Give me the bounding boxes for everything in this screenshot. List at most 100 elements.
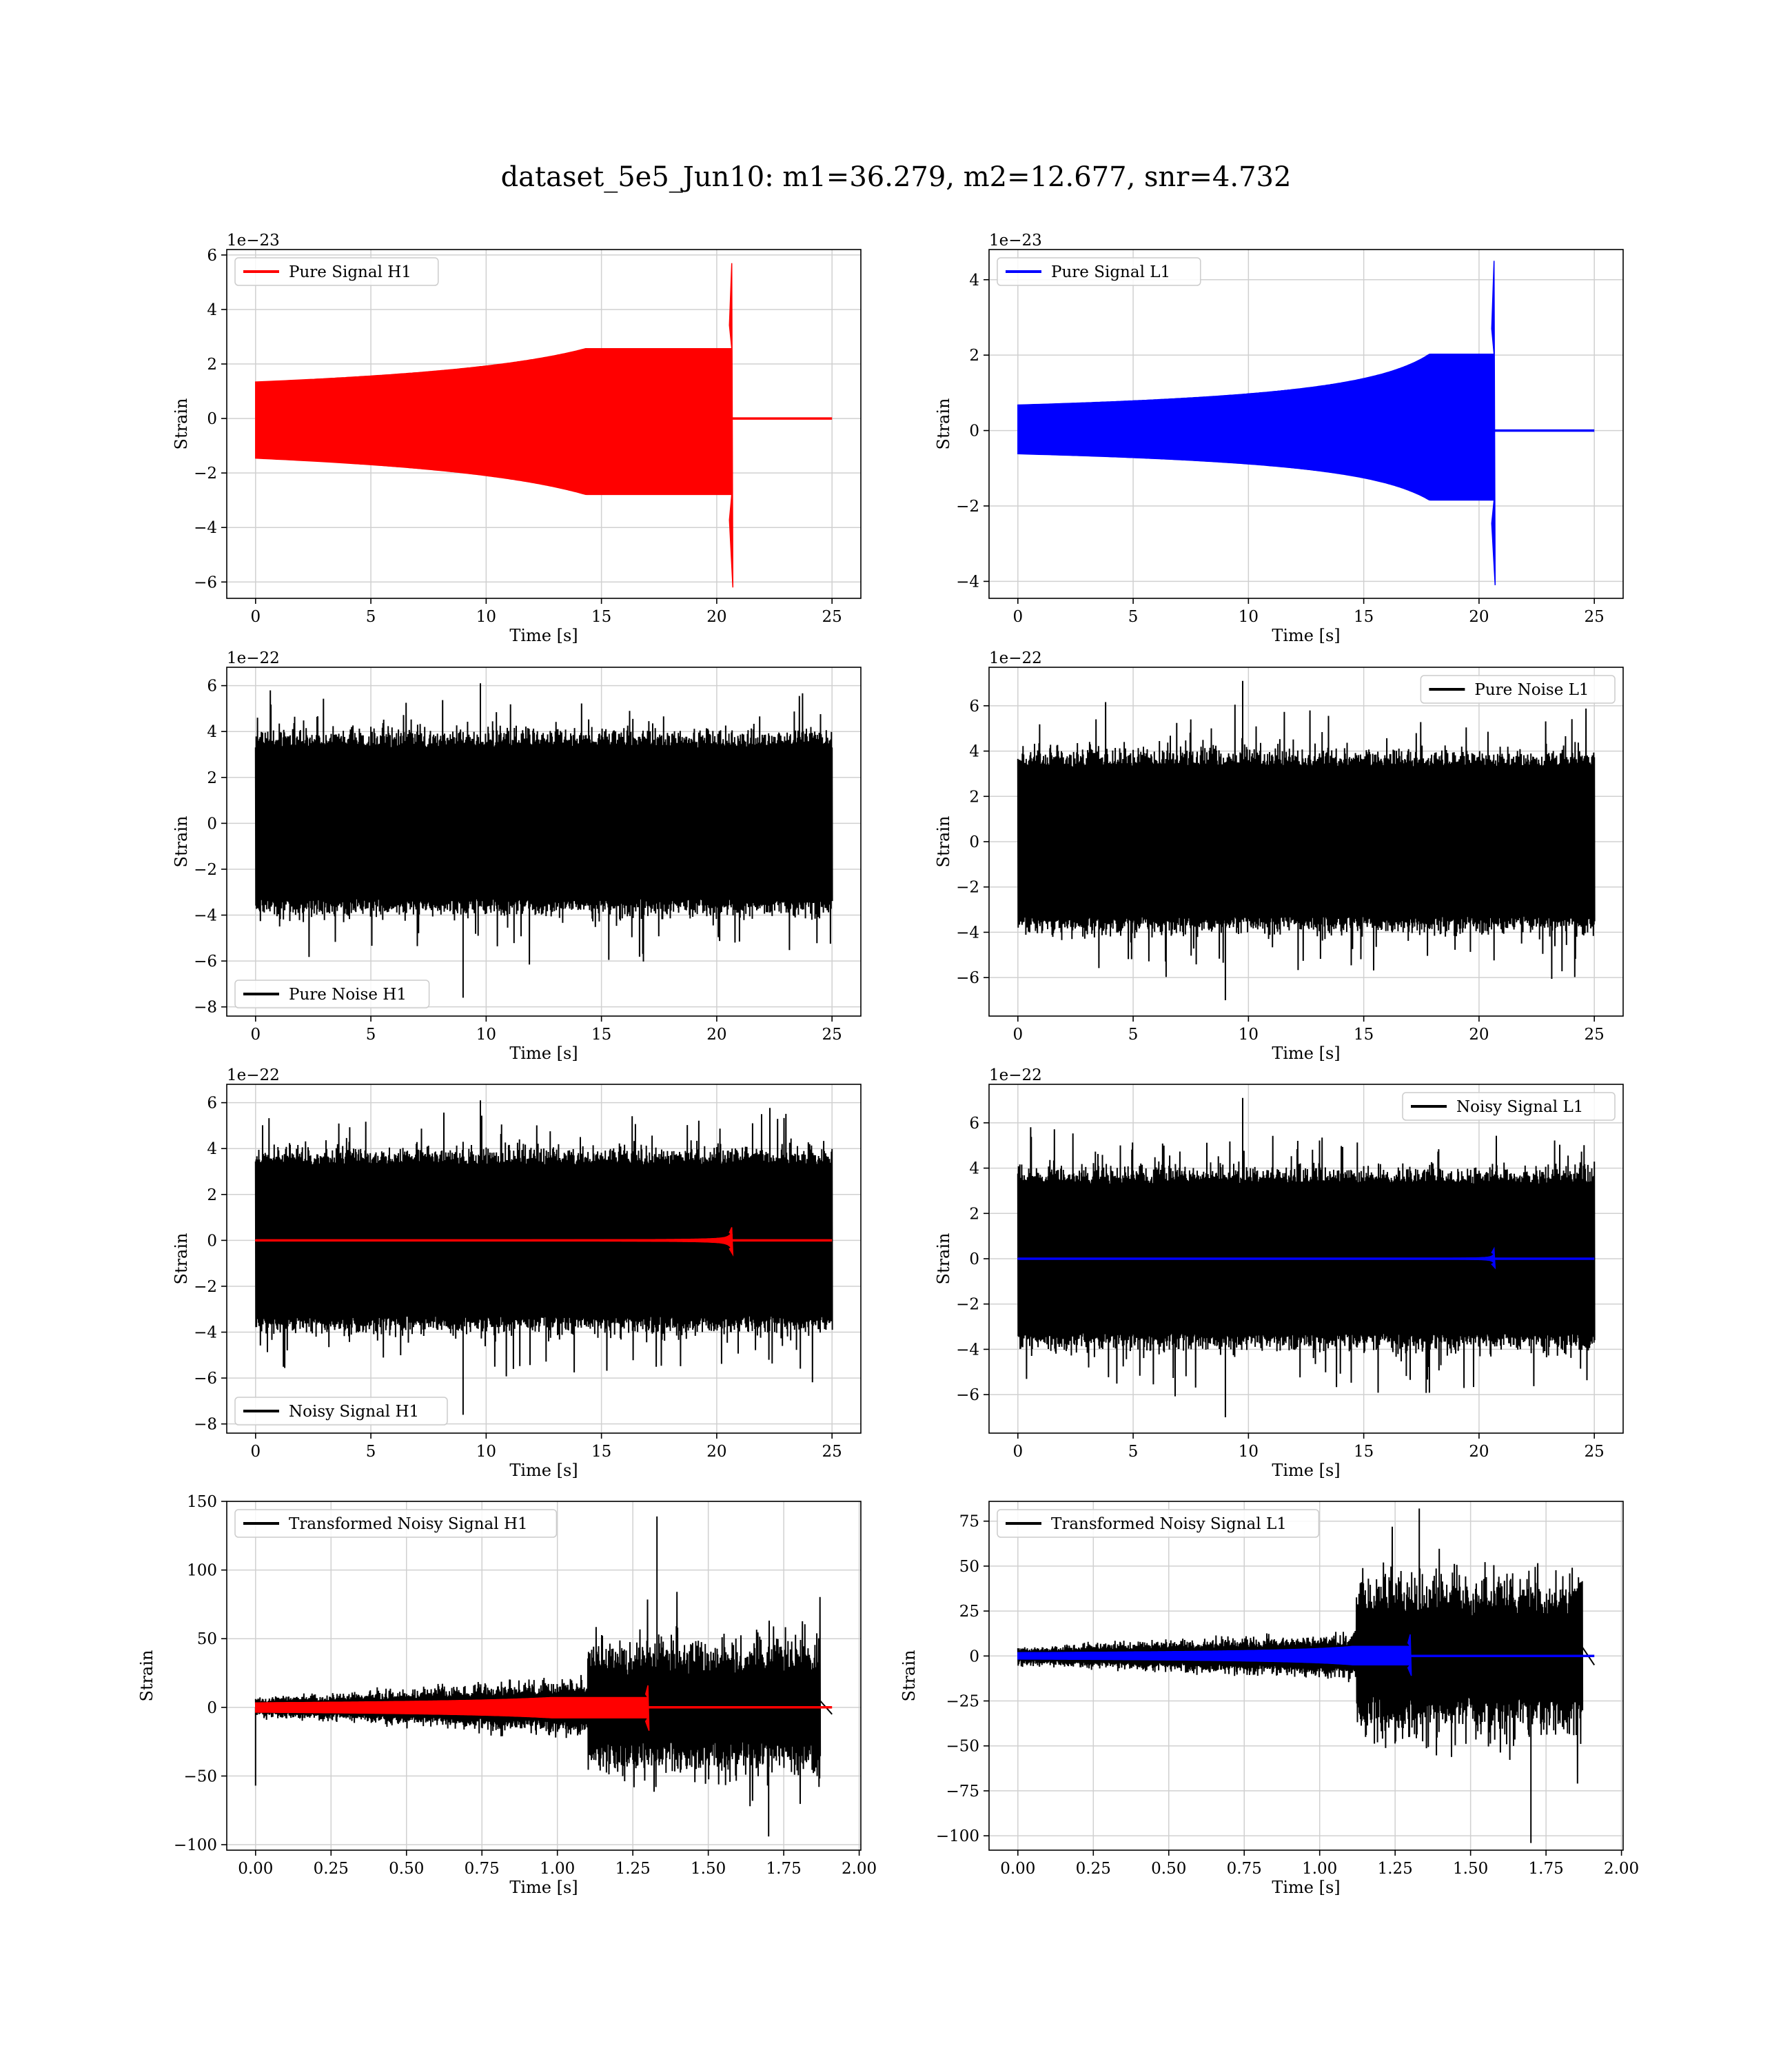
legend-frame [234,980,430,1008]
plot-panel-pure-noise-h1: 0 5 10 15 20 25 −8 −6 −4 −2 0 2 4 6 Time [s] Strain 1e−2… [172,649,862,1063]
x-tick-label: 5 [1128,1026,1139,1044]
x-axis-label: Time [s] [1272,1044,1340,1063]
y-tick-label: 0 [969,1648,979,1665]
series-chirp-envelope [1017,1634,1412,1676]
series-group [1017,1097,1596,1417]
x-tick-label: 0.25 [314,1860,349,1878]
y-tick-label: 2 [207,1186,217,1204]
y-tick-label: 6 [969,1115,979,1133]
offset-label: 1e−23 [989,232,1042,250]
plot-panel-transformed-noisy-signal-h1: 0.00 0.25 0.50 0.75 1.00 1.25 1.50 1.75 2.00 −100… [137,1493,877,1897]
series-group [254,1516,833,1837]
y-tick-label: −8 [194,1416,217,1434]
x-tick-label: 1.50 [691,1860,726,1878]
axes-frame [226,1084,862,1434]
x-tick-label: 0.00 [238,1860,273,1878]
x-axis-label: Time [s] [509,626,578,645]
x-tick-label: 0.75 [465,1860,500,1878]
x-tick-label: 1.50 [1453,1860,1488,1878]
offset-label: 1e−22 [989,649,1042,667]
y-tick-label: −8 [194,999,217,1017]
legend: Pure Noise H1 [234,980,430,1008]
y-tick-label: 0 [207,815,217,833]
x-tick-label: 15 [1354,608,1374,626]
x-tick-label: 1.00 [540,1860,575,1878]
x-tick-label: 15 [591,1026,611,1044]
x-tick-label: 0.25 [1076,1860,1111,1878]
x-tick-label: 0 [1012,1443,1023,1461]
x-tick-label: 0.75 [1227,1860,1262,1878]
x-tick-label: 25 [1585,1026,1605,1044]
y-axis-label: Strain [934,1233,953,1285]
legend-frame [234,1509,558,1538]
y-tick-label: −2 [956,879,979,897]
x-tick-label: 15 [591,1443,611,1461]
x-tick-label: 0 [250,1026,261,1044]
y-tick-label: −6 [194,574,217,591]
y-tick-label: 2 [969,1205,979,1223]
x-tick-label: 1.25 [615,1860,651,1878]
x-tick-label: 15 [591,608,611,626]
x-tick-label: 10 [1239,1443,1259,1461]
series-band-noise [255,749,833,897]
y-axis-label: Strain [934,816,953,868]
y-tick-label: −100 [936,1827,979,1845]
y-tick-label: 0 [207,1232,217,1250]
x-tick-label: 10 [476,608,496,626]
plot-panel-pure-signal-h1: 0 5 10 15 20 25 −6 −4 −2 0 2 4 6 Time [s] Strain 1e−23 P… [172,232,862,645]
figure-title: dataset_5e5_Jun10: m1=36.279, m2=12.677,… [501,161,1292,193]
legend: Pure Signal L1 [997,257,1201,286]
legend-label: Noisy Signal L1 [1456,1098,1583,1116]
x-tick-label: 1.00 [1302,1860,1337,1878]
y-tick-label: −4 [194,519,217,537]
y-tick-label: 2 [207,769,217,787]
x-axis-label: Time [s] [1272,1878,1340,1897]
x-tick-label: 10 [1239,608,1259,626]
x-tick-label: 20 [1469,1443,1489,1461]
axes-frame [988,1501,1624,1851]
y-tick-label: −6 [956,1386,979,1404]
y-axis-label: Strain [172,816,191,868]
y-tick-label: −6 [956,969,979,987]
legend-frame [997,1509,1320,1538]
x-tick-label: 20 [706,1443,726,1461]
x-tick-label: 5 [1128,1443,1139,1461]
y-tick-label: −4 [194,1324,217,1342]
y-tick-label: −4 [956,573,979,591]
legend-frame [234,257,439,286]
y-tick-label: 4 [969,743,979,761]
legend-frame [1420,675,1616,704]
x-tick-label: 0.50 [389,1860,424,1878]
legend: Transformed Noisy Signal H1 [234,1509,558,1538]
legend-label: Pure Noise H1 [289,986,407,1004]
plot-panel-transformed-noisy-signal-l1: 0.00 0.25 0.50 0.75 1.00 1.25 1.50 1.75 2.00 −100… [899,1501,1639,1897]
plot-panel-pure-noise-l1: 0 5 10 15 20 25 −6 −4 −2 0 2 4 6 Time [s] Strain 1e−22 P… [934,649,1624,1063]
x-tick-label: 25 [822,1443,842,1461]
y-tick-label: 6 [969,698,979,716]
y-tick-label: 4 [207,723,217,741]
plot-panel-noisy-signal-h1: 0 5 10 15 20 25 −8 −6 −4 −2 0 2 4 6 Time [s] Strain 1e−2… [172,1066,862,1480]
plot-panel-pure-signal-l1: 0 5 10 15 20 25 −4 −2 0 2 4 Time [s] Strain 1e−23 Pure… [934,232,1624,645]
y-axis-label: Strain [934,398,953,450]
legend: Pure Noise L1 [1420,675,1616,704]
y-tick-label: −4 [194,907,217,925]
y-tick-label: −2 [956,498,979,516]
legend-label: Transformed Noisy Signal H1 [289,1515,528,1533]
x-tick-label: 2.00 [1604,1860,1639,1878]
offset-label: 1e−22 [227,1066,280,1084]
y-tick-label: 6 [207,678,217,696]
legend-label: Pure Signal L1 [1051,263,1170,281]
legend-frame [1402,1092,1616,1121]
y-tick-label: 0 [969,423,979,440]
axes-frame [988,249,1624,599]
series-chirp-envelope [1017,1246,1496,1270]
x-tick-label: 25 [822,608,842,626]
x-tick-label: 20 [1469,608,1489,626]
legend-label: Pure Noise L1 [1474,681,1589,699]
offset-label: 1e−22 [227,649,280,667]
x-tick-label: 25 [1585,608,1605,626]
y-tick-label: 100 [187,1562,217,1580]
y-tick-label: 6 [207,1095,217,1113]
y-tick-label: −2 [194,861,217,879]
